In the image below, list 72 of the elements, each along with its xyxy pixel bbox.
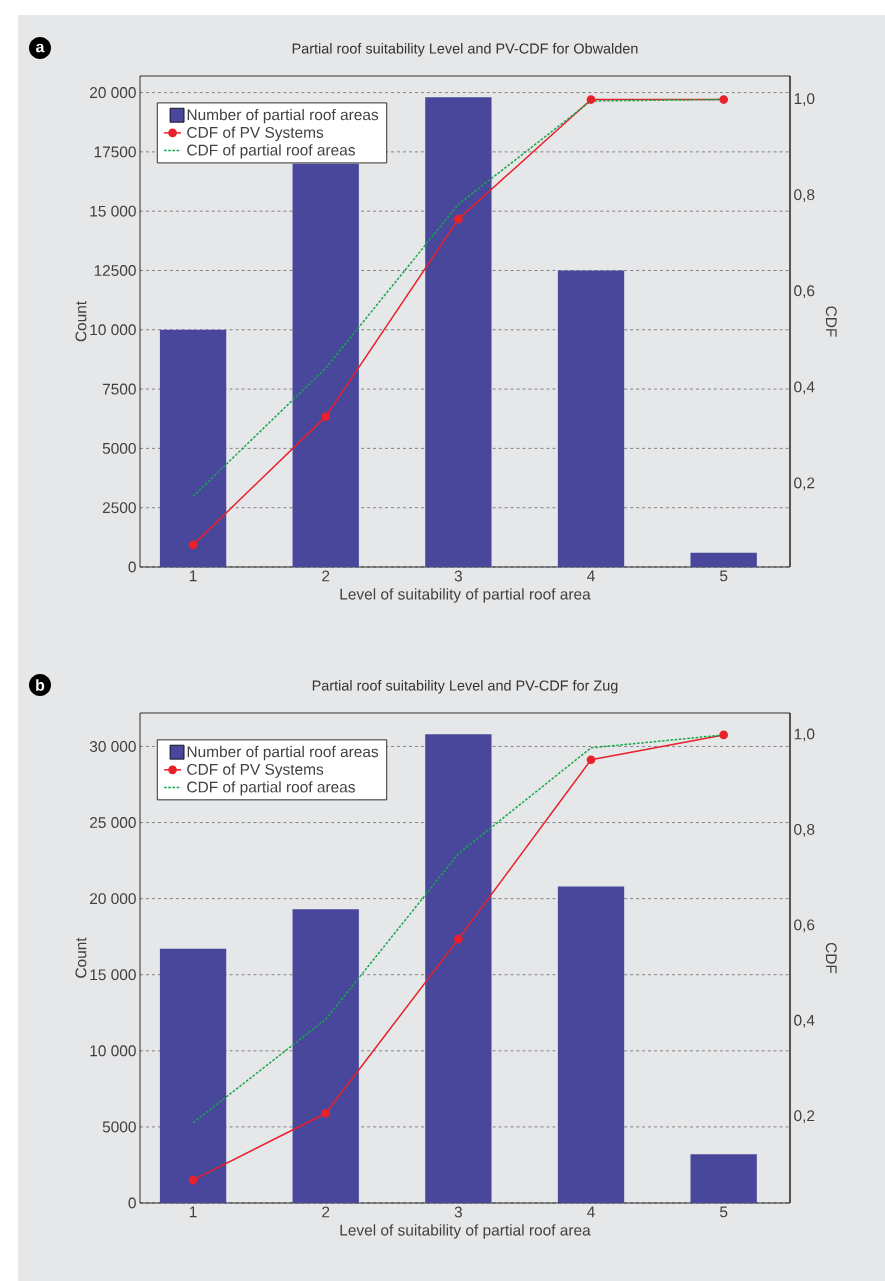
y-tick-label: 20 000: [90, 87, 136, 99]
y2-tick-label: 0,6: [794, 285, 815, 299]
bar: [690, 552, 757, 567]
point: [586, 755, 596, 765]
x-tick-label: 1: [189, 570, 197, 582]
bar: [557, 886, 625, 1203]
y2-axis-title: CDF: [825, 942, 837, 974]
x-tick-label: 2: [322, 1206, 330, 1218]
y2-tick-label: 1,0: [794, 728, 815, 742]
x-tick-label: 4: [587, 570, 595, 582]
bar: [425, 734, 492, 1203]
y2-tick-label: 0,8: [794, 823, 815, 837]
y-tick-label: 15 000: [90, 969, 136, 981]
y2-tick-label: 0,8: [794, 189, 815, 202]
bar: [557, 270, 625, 567]
point: [188, 540, 198, 550]
point: [454, 934, 463, 944]
bar: [425, 97, 492, 567]
chart-title: Partial roof suitability Level and PV-CDF for Obwalden: [292, 43, 638, 57]
y2-tick-label: 0,6: [794, 919, 815, 933]
legend-label: CDF of PV Systems: [187, 126, 324, 141]
y-tick-label: 0: [128, 561, 136, 573]
y2-tick-label: 0,4: [794, 1014, 815, 1028]
bar: [292, 163, 359, 567]
y-tick-label: 20 000: [90, 893, 136, 905]
point: [321, 412, 331, 421]
y-tick-label: 5000: [102, 442, 136, 454]
y2-tick-label: 0,2: [794, 477, 815, 491]
y-tick-label: 12500: [94, 265, 136, 276]
text: a: [36, 43, 45, 53]
y-tick-label: 15 000: [90, 205, 136, 217]
y-tick-label: 0: [128, 1197, 136, 1209]
point: [321, 1108, 331, 1118]
legend-label: Number of partial roof areas: [187, 745, 379, 761]
x-tick-label: 3: [454, 1206, 462, 1218]
y-axis-title: Count: [75, 301, 87, 342]
x-axis-title: Level of suitability of partial roof area: [340, 588, 591, 603]
point: [454, 214, 463, 224]
y-tick-label: 30 000: [89, 741, 136, 752]
y2-tick-label: 0,4: [794, 381, 815, 395]
y-tick-label: 5000: [102, 1121, 136, 1133]
point: [188, 1175, 198, 1185]
y2-tick-label: 0,2: [794, 1110, 815, 1123]
y-axis-title: Count: [75, 937, 87, 978]
y2-axis-title: CDF: [825, 306, 837, 337]
bar: [292, 909, 359, 1203]
x-tick-label: 1: [189, 1206, 197, 1218]
x-tick-label: 3: [454, 570, 462, 582]
x-tick-label: 5: [720, 570, 728, 582]
y-tick-label: 10 000: [90, 324, 136, 336]
legend-label: CDF of partial roof areas: [187, 781, 355, 796]
y2-tick-label: 1,0: [794, 93, 815, 106]
bar: [690, 1154, 757, 1203]
y-tick-label: 2500: [102, 502, 136, 514]
point: [719, 95, 729, 104]
x-tick-label: 4: [587, 1206, 595, 1218]
x-axis-title: Level of suitability of partial roof area: [340, 1224, 591, 1239]
y-tick-label: 17500: [94, 146, 136, 158]
legend-label: Number of partial roof areas: [187, 108, 379, 124]
bar: [159, 948, 227, 1203]
chart-title: Partial roof suitability Level and PV-CDF for Zug: [312, 680, 618, 694]
x-tick-label: 2: [322, 570, 330, 582]
point: [719, 730, 729, 740]
legend-label: CDF of partial roof areas: [187, 144, 355, 159]
x-tick-label: 5: [720, 1206, 728, 1218]
point: [586, 95, 596, 104]
y-tick-label: 25 000: [90, 817, 136, 829]
y-tick-label: 10 000: [90, 1045, 136, 1057]
text: b: [36, 679, 45, 691]
legend-label: CDF of PV Systems: [187, 763, 324, 778]
bar: [159, 329, 227, 567]
y-tick-label: 7500: [102, 383, 136, 395]
